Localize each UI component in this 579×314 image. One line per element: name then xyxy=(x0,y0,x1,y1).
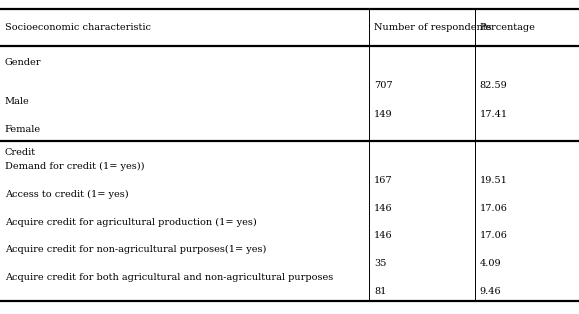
Text: 17.06: 17.06 xyxy=(479,231,507,241)
Text: Acquire credit for non-agricultural purposes(1= yes): Acquire credit for non-agricultural purp… xyxy=(5,245,266,254)
Text: 19.51: 19.51 xyxy=(479,176,507,185)
Text: Socioeconomic characteristic: Socioeconomic characteristic xyxy=(5,23,151,32)
Text: Percentage: Percentage xyxy=(479,23,536,32)
Text: 146: 146 xyxy=(374,231,393,241)
Text: Female: Female xyxy=(5,125,41,134)
Text: 149: 149 xyxy=(374,110,393,119)
Text: Gender: Gender xyxy=(5,58,41,67)
Text: Acquire credit for both agricultural and non-agricultural purposes: Acquire credit for both agricultural and… xyxy=(5,273,333,282)
Text: 9.46: 9.46 xyxy=(479,287,501,296)
Text: 35: 35 xyxy=(374,259,386,268)
Text: Credit: Credit xyxy=(5,148,36,157)
Text: Demand for credit (1= yes)): Demand for credit (1= yes)) xyxy=(5,162,144,171)
Text: 4.09: 4.09 xyxy=(479,259,501,268)
Text: Male: Male xyxy=(5,97,30,106)
Text: 17.41: 17.41 xyxy=(479,110,508,119)
Text: 707: 707 xyxy=(374,81,393,90)
Text: 82.59: 82.59 xyxy=(479,81,507,90)
Text: 81: 81 xyxy=(374,287,386,296)
Text: Acquire credit for agricultural production (1= yes): Acquire credit for agricultural producti… xyxy=(5,218,256,227)
Text: Access to credit (1= yes): Access to credit (1= yes) xyxy=(5,190,129,199)
Text: Number of respondents: Number of respondents xyxy=(374,23,492,32)
Text: 17.06: 17.06 xyxy=(479,204,507,213)
Text: 146: 146 xyxy=(374,204,393,213)
Text: 167: 167 xyxy=(374,176,393,185)
